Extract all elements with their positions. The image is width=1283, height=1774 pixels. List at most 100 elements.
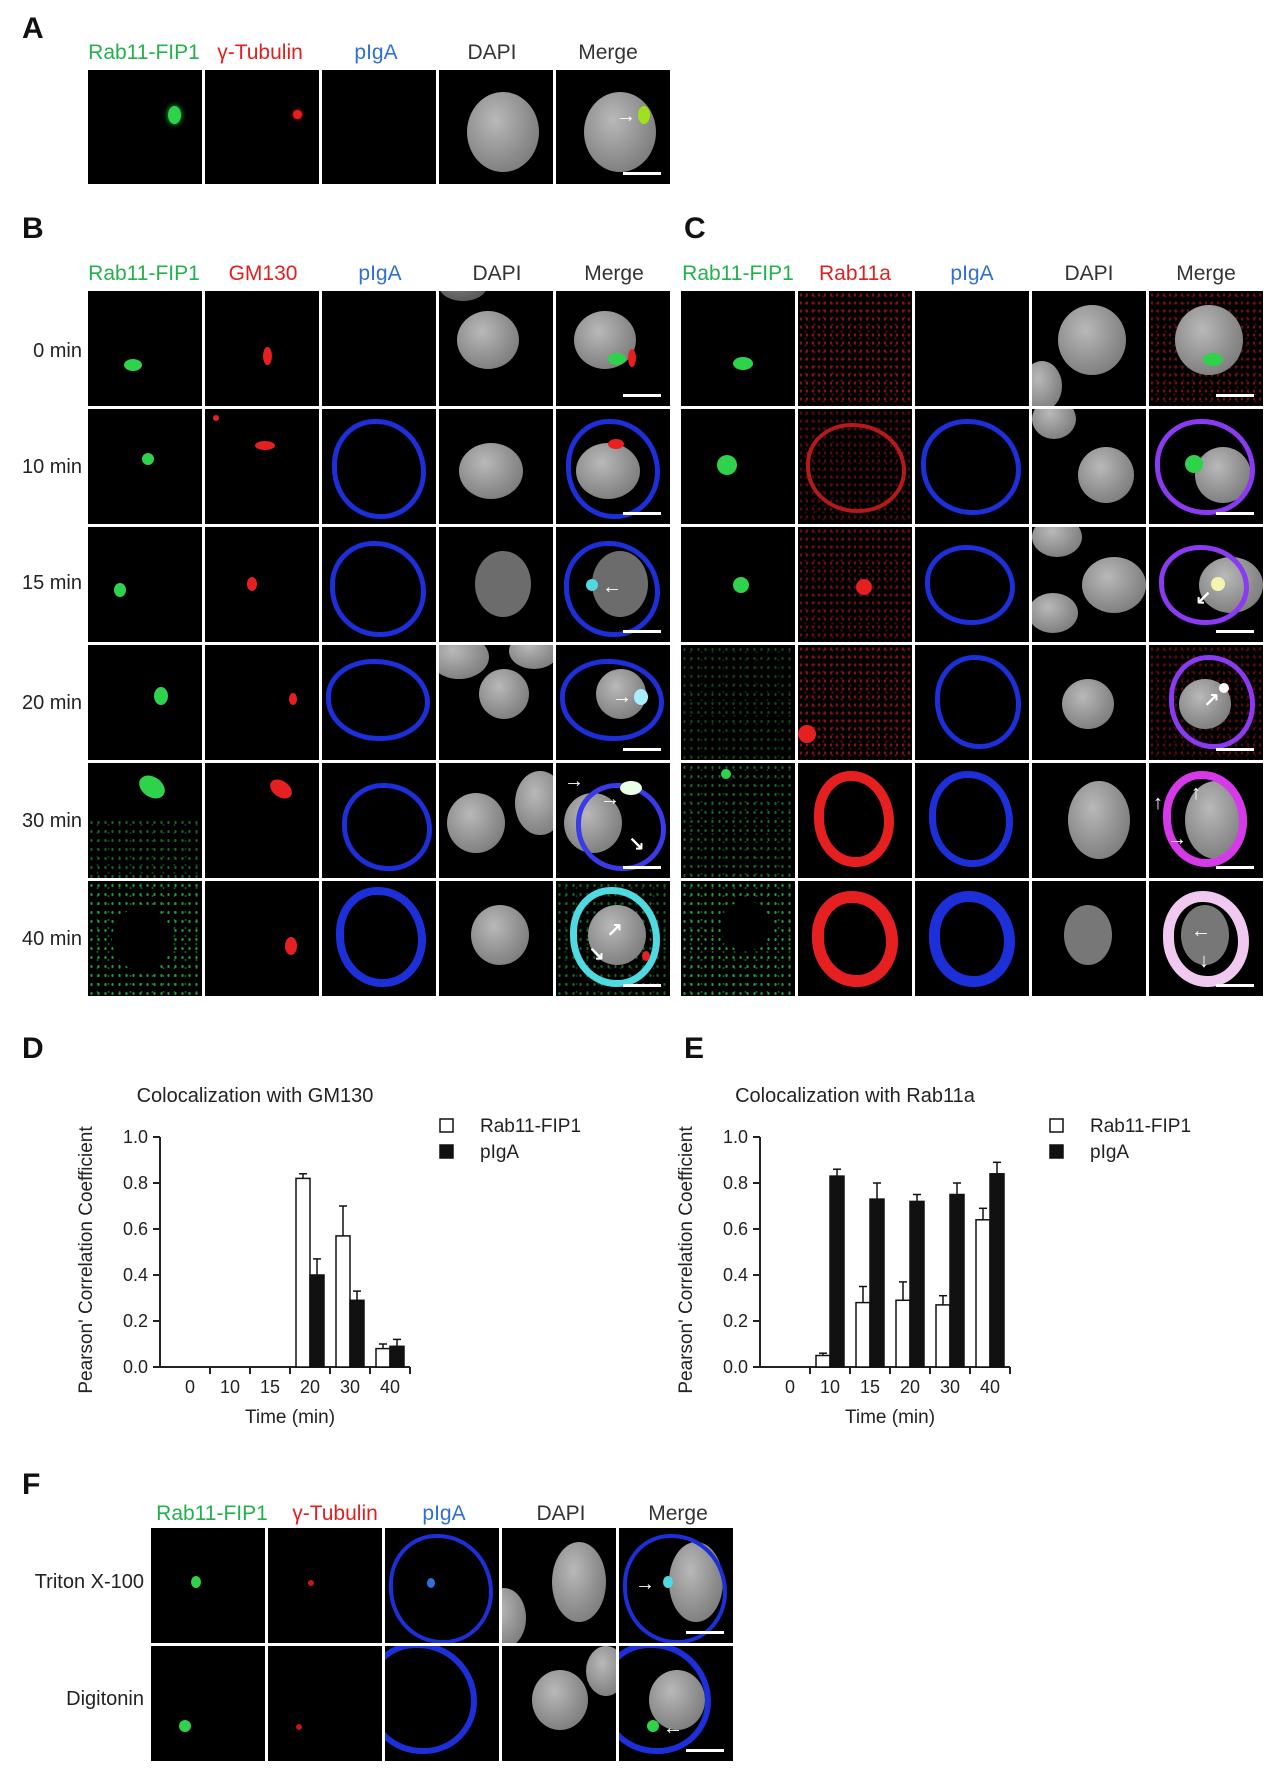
- y-tick-label: 0.0: [123, 1357, 148, 1377]
- bar-rab11-fip1-30: [935, 1304, 951, 1368]
- micrograph-c-0-merge: [1149, 291, 1263, 406]
- panel-label-f: F: [22, 1468, 41, 1501]
- micrograph-c-40-rab11-fip1: [681, 881, 795, 996]
- x-tick-label: 40: [380, 1377, 400, 1397]
- legend-label: Rab11-FIP1: [480, 1116, 581, 1137]
- arrow-icon: →: [612, 686, 632, 708]
- x-tick-label: 30: [940, 1377, 960, 1397]
- micrograph-b-20-gm130: [205, 645, 319, 760]
- x-tick-label: 15: [860, 1377, 880, 1397]
- micrograph-f-digitonin-dapi: [502, 1646, 616, 1761]
- micrograph-b-30-pigaa: [322, 763, 436, 878]
- legend-label: Rab11-FIP1: [1090, 1116, 1191, 1137]
- micrograph-c-20-pigaa: [915, 645, 1029, 760]
- panel-label-e: E: [684, 1032, 705, 1065]
- micrograph-c-10-rab11a: [798, 409, 912, 524]
- arrow-icon: ↘: [628, 834, 645, 856]
- arrow-icon: ←: [602, 576, 622, 598]
- bar-piga-15: [869, 1198, 885, 1368]
- micrograph-b-40-dapi: [439, 881, 553, 996]
- bar-rab11-fip1-20: [295, 1177, 311, 1368]
- y-tick-label: 1.0: [123, 1127, 148, 1147]
- micrograph-b-15-pigaa: [322, 527, 436, 642]
- micrograph-b-30-dapi: [439, 763, 553, 878]
- x-tick-label: 20: [900, 1377, 920, 1397]
- legend-label: pIgA: [1090, 1142, 1129, 1163]
- x-tick-label: 0: [185, 1377, 195, 1397]
- legend-swatch: [439, 1144, 454, 1159]
- header-a-dapi: DAPI: [467, 41, 517, 64]
- micrograph-f-triton-gamma-tubulin: [268, 1528, 382, 1643]
- header-b-pigaa: pIgA: [358, 262, 402, 285]
- micrograph-a-dapi: [439, 70, 553, 184]
- header-f-pigaa: pIgA: [422, 1502, 466, 1525]
- bar-piga-30: [349, 1299, 365, 1368]
- header-b-merge: Merge: [584, 262, 644, 285]
- bar-piga-40: [389, 1345, 405, 1368]
- chart-title: Colocalization with GM130: [137, 1085, 374, 1107]
- scale-bar: [1216, 866, 1254, 869]
- micrograph-c-10-dapi: [1032, 409, 1146, 524]
- y-tick-label: 0.0: [723, 1357, 748, 1377]
- micrograph-c-40-rab11a: [798, 881, 912, 996]
- scale-bar: [1216, 630, 1254, 633]
- micrograph-c-15-dapi: [1032, 527, 1146, 642]
- scale-bar: [623, 984, 661, 987]
- scale-bar: [623, 748, 661, 751]
- micrograph-b-10-gm130: [205, 409, 319, 524]
- arrow-icon: ←: [663, 1717, 683, 1739]
- header-b-dapi: DAPI: [472, 262, 522, 285]
- row-label-digitonin: Digitonin: [66, 1688, 144, 1710]
- row-label-20-min: 20 min: [21, 692, 82, 714]
- arrow-icon: →: [564, 770, 584, 792]
- legend-label: pIgA: [480, 1142, 519, 1163]
- row-label-40-min: 40 min: [21, 928, 82, 950]
- micrograph-c-40-merge: ← ↓: [1149, 881, 1263, 996]
- arrow-icon: ↑: [1191, 782, 1201, 804]
- micrograph-b-0-merge: [556, 291, 670, 406]
- scale-bar: [1216, 748, 1254, 751]
- chart-title: Colocalization with Rab11a: [735, 1085, 976, 1107]
- micrograph-b-20-merge: →: [556, 645, 670, 760]
- legend-swatch: [1049, 1118, 1064, 1133]
- arrow-icon: ↗: [606, 920, 623, 942]
- scale-bar: [623, 512, 661, 515]
- micrograph-c-0-dapi: [1032, 291, 1146, 406]
- y-tick-label: 1.0: [723, 1127, 748, 1147]
- micrograph-b-30-gm130: [205, 763, 319, 878]
- micrograph-c-30-pigaa: [915, 763, 1029, 878]
- micrograph-c-30-merge: ↑ ↑ →: [1149, 763, 1263, 878]
- micrograph-c-15-pigaa: [915, 527, 1029, 642]
- micrograph-a-gamma-tubulin: [205, 70, 319, 184]
- x-tick-label: 30: [340, 1377, 360, 1397]
- micrograph-b-20-dapi: [439, 645, 553, 760]
- micrograph-b-40-gm130: [205, 881, 319, 996]
- micrograph-b-30-rab11-fip1: [88, 763, 202, 878]
- y-axis-label: Pearson' Correlation Coefficient: [676, 1126, 697, 1394]
- micrograph-b-20-rab11-fip1: [88, 645, 202, 760]
- header-c-pigaa: pIgA: [950, 262, 994, 285]
- header-b-gm130: GM130: [228, 262, 298, 285]
- micrograph-b-15-rab11-fip1: [88, 527, 202, 642]
- bar-piga-20: [909, 1200, 925, 1368]
- y-tick-label: 0.2: [123, 1311, 148, 1331]
- row-label-30-min: 30 min: [21, 810, 82, 832]
- header-f-dapi: DAPI: [536, 1502, 586, 1525]
- scale-bar: [623, 172, 661, 175]
- micrograph-b-0-gm130: [205, 291, 319, 406]
- y-tick-label: 0.2: [723, 1311, 748, 1331]
- x-tick-label: 15: [260, 1377, 280, 1397]
- scale-bar: [623, 866, 661, 869]
- chart-gm130-colocalization: Colocalization with GM130 Pearson' Correl…: [76, 1085, 581, 1428]
- micrograph-f-triton-merge: →: [619, 1528, 733, 1643]
- micrograph-c-15-rab11a: [798, 527, 912, 642]
- micrograph-f-triton-dapi: [502, 1528, 616, 1643]
- micrograph-b-0-pigaa: [322, 291, 436, 406]
- scale-bar: [623, 630, 661, 633]
- micrograph-c-30-rab11a: [798, 763, 912, 878]
- bar-rab11-fip1-30: [335, 1235, 351, 1368]
- y-tick-label: 0.6: [723, 1219, 748, 1239]
- micrograph-a-merge: →: [556, 70, 670, 184]
- micrograph-f-digitonin-rab11-fip1: [151, 1646, 265, 1761]
- header-c-rab11-fip1: Rab11-FIP1: [682, 262, 794, 285]
